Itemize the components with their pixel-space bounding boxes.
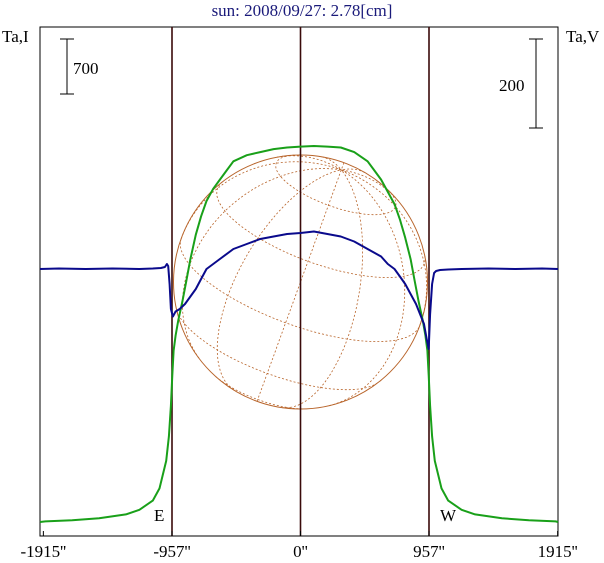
x-axis: -1915'' -957'' 0'' 957'' 1915'' bbox=[20, 531, 578, 561]
left-scale-bar-label: 700 bbox=[73, 59, 99, 78]
chart-title: sun: 2008/09/27: 2.78[cm] bbox=[212, 1, 393, 20]
left-scale-bar: 700 bbox=[60, 38, 99, 95]
meridian-line bbox=[341, 169, 399, 202]
right-scale-bar-label: 200 bbox=[499, 76, 525, 95]
meridian-line bbox=[328, 169, 406, 407]
meridian-line bbox=[277, 155, 342, 171]
limb-lines bbox=[171, 27, 430, 536]
meridian-line bbox=[340, 162, 345, 171]
west-limb-marker: W bbox=[440, 506, 457, 525]
meridian-line bbox=[282, 169, 363, 409]
parallel-line bbox=[176, 310, 377, 391]
plot-frame bbox=[39, 26, 559, 537]
parallel-line bbox=[216, 181, 426, 278]
meridian-line bbox=[341, 169, 428, 326]
x-tick-label: -957'' bbox=[153, 542, 190, 561]
east-limb-marker: E bbox=[154, 506, 164, 525]
intensity-series-line bbox=[39, 145, 559, 523]
left-axis-label: Ta,I bbox=[2, 27, 29, 46]
right-scale-bar: 200 bbox=[499, 38, 543, 129]
x-tick-label: 1915'' bbox=[538, 542, 578, 561]
parallel-line bbox=[275, 154, 397, 216]
parallel-line bbox=[215, 376, 305, 410]
right-axis-label: Ta,V bbox=[566, 27, 600, 46]
x-tick-label: 957'' bbox=[413, 542, 445, 561]
polarization-series-line bbox=[39, 230, 559, 350]
series-layer bbox=[39, 145, 559, 523]
meridian-line bbox=[256, 169, 342, 402]
x-tick-label: -1915'' bbox=[20, 542, 66, 561]
meridian-line bbox=[180, 161, 342, 239]
x-tick-label: 0'' bbox=[293, 542, 308, 561]
